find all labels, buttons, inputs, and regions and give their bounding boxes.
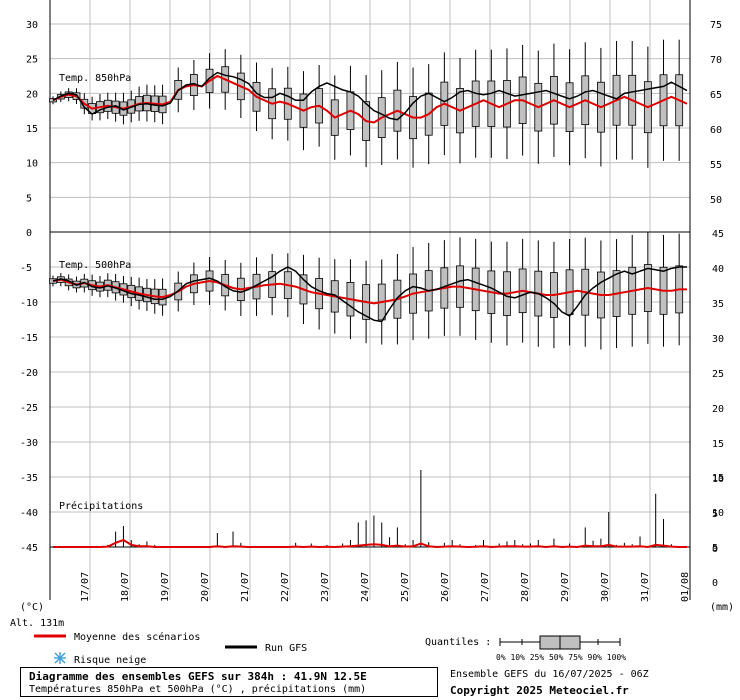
x-tick-label: 17/07 xyxy=(80,572,91,602)
x-tick-label: 31/07 xyxy=(640,572,651,602)
tick-label-500-left: -35 xyxy=(20,473,38,484)
run-info: Ensemble GEFS du 16/07/2025 - 06Z xyxy=(450,669,649,680)
x-tick-label: 20/07 xyxy=(200,572,211,602)
tick-label-500-right: 25 xyxy=(712,369,724,380)
x-tick-label: 01/08 xyxy=(680,572,691,602)
x-tick-label: 25/07 xyxy=(400,572,411,602)
tick-label-850-right: 65 xyxy=(710,90,722,101)
quantiles-key xyxy=(499,635,621,650)
copyright-text: Copyright 2025 Meteociel.fr xyxy=(450,684,629,697)
tick-label-850-left: 30 xyxy=(26,20,38,31)
x-tick-label: 21/07 xyxy=(240,572,251,602)
x-tick-label: 29/07 xyxy=(560,572,571,602)
tick-label-500-left: -40 xyxy=(20,508,38,519)
panel-500-title: Temp. 500hPa xyxy=(59,260,131,271)
x-tick-label: 22/07 xyxy=(280,572,291,602)
snowflake-icon xyxy=(54,652,66,664)
tick-label-precip-right: 15 xyxy=(712,473,724,484)
tick-label-500-left: -25 xyxy=(20,403,38,414)
quantiles-values: 0% 10% 25% 50% 75% 90% 100% xyxy=(496,653,626,662)
tick-label-850-left: 0 xyxy=(26,228,32,239)
x-tick-label: 19/07 xyxy=(160,572,171,602)
legend-mean-label: Moyenne des scénarios xyxy=(74,631,200,643)
unit-right-label: (mm) xyxy=(710,602,734,613)
tick-label-850-left: 20 xyxy=(26,89,38,100)
series-500-run-line xyxy=(52,266,687,323)
tick-label-500-left: -10 xyxy=(20,298,38,309)
tick-label-500-right: 20 xyxy=(712,404,724,415)
altitude-label: Alt. 131m xyxy=(10,618,64,629)
quantiles-label: Quantiles : xyxy=(425,637,491,648)
tick-label-500-left: -15 xyxy=(20,333,38,344)
tick-label-850-left: 5 xyxy=(26,193,32,204)
x-tick-label: 23/07 xyxy=(320,572,331,602)
x-tick-label: 28/07 xyxy=(520,572,531,602)
x-tick-label: 18/07 xyxy=(120,572,131,602)
tick-label-850-right: 75 xyxy=(710,20,722,31)
tick-label-500-right: 45 xyxy=(712,229,724,240)
tick-label-500-left: -20 xyxy=(20,368,38,379)
tick-label-precip-right: 10 xyxy=(712,508,724,519)
legend-run-label: Run GFS xyxy=(265,643,307,654)
tick-label-850-left: 10 xyxy=(26,159,38,170)
x-tick-label: 30/07 xyxy=(600,572,611,602)
tick-label-500-right: 15 xyxy=(712,439,724,450)
tick-label-500-right: 40 xyxy=(712,264,724,275)
panel-precip-title: Précipitations xyxy=(59,500,143,512)
legend-snow-label: Risque neige xyxy=(74,655,146,666)
chart-subtitle: Températures 850hPa et 500hPa (°C) , pré… xyxy=(29,684,367,695)
tick-label-850-right: 55 xyxy=(710,160,722,171)
chart-marks xyxy=(49,39,688,549)
chart-caption-box: Diagramme des ensembles GEFS sur 384h : … xyxy=(20,667,438,697)
unit-left-label: (°C) xyxy=(20,602,44,613)
tick-label-500-right: 10 xyxy=(712,474,724,485)
tick-label-500-left: -45 xyxy=(20,543,38,554)
tick-label-500-left: -5 xyxy=(20,263,32,274)
series-850-mean-line xyxy=(52,74,688,124)
x-tick-label: 26/07 xyxy=(440,572,451,602)
tick-label-850-right: 60 xyxy=(710,125,722,136)
tick-label-850-left: 25 xyxy=(26,55,38,66)
x-tick-label: 24/07 xyxy=(360,572,371,602)
series-500-mean-line xyxy=(52,278,687,305)
chart-axes: 302520151050-5-10-15-20-25-30-35-40-4575… xyxy=(20,0,724,602)
panel-850-title: Temp. 850hPa xyxy=(59,73,131,84)
precip-mean-line xyxy=(53,538,687,549)
tick-label-850-right: 50 xyxy=(710,195,722,206)
tick-label-precip-right: 5 xyxy=(712,543,718,554)
tick-label-850-left: 15 xyxy=(26,124,38,135)
tick-label-850-right: 70 xyxy=(710,55,722,66)
tick-label-500-left: -30 xyxy=(20,438,38,449)
chart-title: Diagramme des ensembles GEFS sur 384h : … xyxy=(29,670,367,683)
series-850-run-line xyxy=(52,71,688,121)
tick-label-500-right: 35 xyxy=(712,299,724,310)
tick-label-500-right: 0 xyxy=(712,544,718,555)
tick-label-500-right: 30 xyxy=(712,334,724,345)
tick-label-500-right: 5 xyxy=(712,509,718,520)
x-tick-label: 27/07 xyxy=(480,572,491,602)
tick-label-precip-right: 0 xyxy=(712,578,718,589)
